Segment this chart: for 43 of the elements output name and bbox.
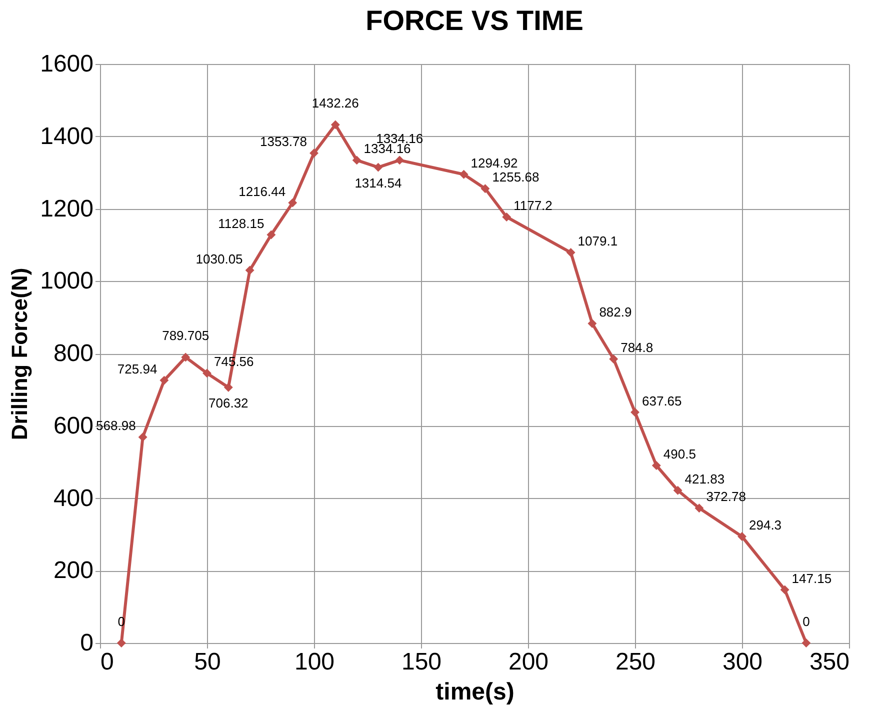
data-label: 637.65 [642,393,682,408]
y-tick-label: 1400 [40,122,94,150]
data-label: 1314.54 [354,175,402,190]
y-tick-label: 1000 [40,268,94,295]
data-label: 490.5 [663,446,696,462]
data-label: 294.3 [749,518,782,532]
data-label: 1255.68 [492,170,540,185]
data-label: 725.94 [117,361,158,376]
data-label: 789.705 [162,328,210,344]
x-tick-label: 0 [100,648,114,676]
y-tick-label: 400 [53,484,94,512]
x-tick-label: 350 [809,648,850,676]
data-label: 1030.05 [196,251,243,266]
y-tick-label: 1200 [40,195,94,222]
data-label: 147.15 [792,570,832,586]
y-tick-label: 600 [53,412,94,440]
x-tick-label: 300 [722,648,763,676]
data-label: 1177.2 [514,198,552,213]
x-tick-label: 50 [194,648,221,676]
data-label: 1079.1 [578,234,618,248]
y-tick-label: 1600 [40,50,94,78]
y-tick-label: 800 [53,340,94,367]
data-label: 1216.44 [238,184,286,199]
data-label: 882.9 [599,304,632,320]
y-tick-label: 0 [80,630,94,656]
x-tick-label: 200 [508,648,549,676]
y-tick-label: 200 [53,557,94,584]
x-axis-title: time(s) [436,678,514,706]
chart-title: FORCE VS TIME [366,5,584,36]
x-tick-label: 150 [401,648,442,676]
data-label: 372.78 [706,489,746,504]
data-label: 784.8 [620,340,654,355]
data-label: 706.32 [208,395,248,410]
data-label: 1353.78 [260,134,307,150]
data-label: 1432.26 [312,96,359,111]
x-tick-label: 250 [615,648,656,676]
data-label: 1294.92 [470,155,518,170]
y-axis-title: Drilling Force(N) [7,268,32,440]
data-label: 1128.15 [218,216,264,231]
x-tick-label: 100 [294,648,335,676]
data-label: 0 [802,614,810,629]
data-label: 568.98 [96,418,136,434]
data-label: 421.83 [684,471,725,486]
